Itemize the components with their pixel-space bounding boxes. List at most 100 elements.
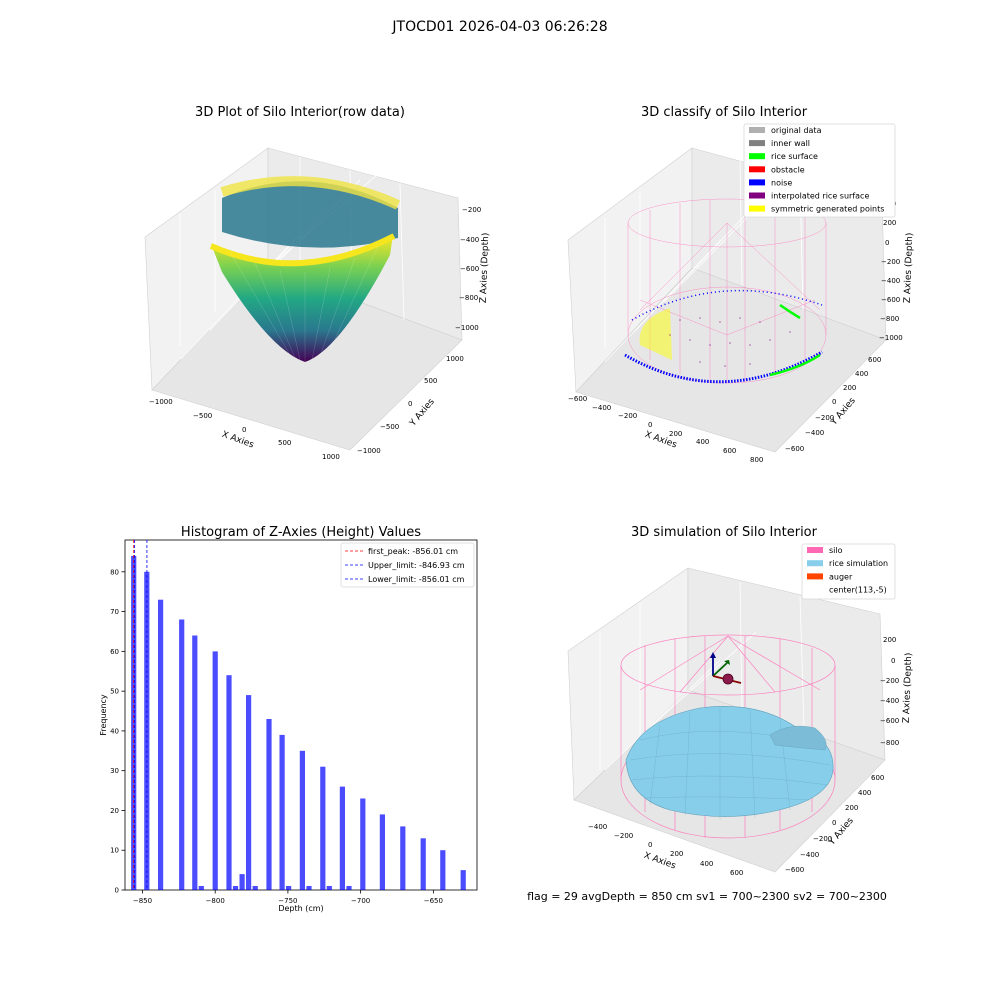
sim-xticks: −400 −200 0 200 400 600 (588, 823, 743, 877)
classify-xtick: 800 (750, 456, 763, 464)
sim-xtick: 0 (648, 841, 652, 849)
classify-ztick: −400 (881, 277, 900, 285)
histogram-bar (158, 599, 164, 890)
figure-suptitle: JTOCD01 2026-04-03 06:26:28 (391, 19, 607, 35)
histogram-ytick-label: 20 (110, 807, 119, 815)
histogram-xaxis-label: Depth (cm) (278, 904, 323, 913)
histogram-bar (460, 870, 466, 890)
raw-ytick: −1000 (357, 447, 381, 455)
raw-yticks: −1000 −500 0 500 1000 (357, 355, 464, 455)
histogram-bar (232, 886, 239, 890)
sim-legend-swatch (807, 573, 823, 580)
raw-ytick: −500 (380, 423, 399, 431)
histogram-xtick-label: −850 (133, 897, 152, 905)
raw-xtick: 500 (278, 439, 291, 447)
classify-xtick: −600 (568, 395, 587, 403)
sim-ytick: 600 (871, 774, 884, 782)
sim-auger (710, 652, 742, 685)
classify-xtick: 400 (696, 438, 709, 446)
raw-ytick: 500 (424, 377, 437, 385)
histogram-bar (400, 826, 406, 890)
histogram-legend-label: first_peak: -856.01 cm (368, 547, 458, 556)
histogram-bar (420, 838, 426, 890)
sim-ytick: −200 (813, 835, 832, 843)
histogram-ytick-label: 50 (110, 688, 119, 696)
histogram-bar (326, 886, 332, 890)
histogram-bar (192, 635, 198, 890)
histogram-bar (252, 886, 258, 890)
sim-rice-mesh (629, 708, 831, 820)
classify-ytick: 200 (843, 384, 856, 392)
sim-ztick: −600 (880, 717, 899, 725)
sim-yticks: −600 −400 −200 0 200 400 600 (785, 774, 884, 874)
sim-xtick: 600 (730, 869, 743, 877)
classify-xtick: 600 (723, 447, 736, 455)
raw-zticks: −200 −400 −600 −800 −1000 (455, 206, 481, 332)
classify-purple-dots (669, 317, 791, 367)
sim-xtick: −200 (614, 832, 633, 840)
histogram-bar (212, 651, 218, 890)
sim-ztick: −400 (880, 697, 899, 705)
panel-raw-title: 3D Plot of Silo Interior(row data) (195, 105, 405, 120)
histogram-bar (320, 766, 326, 890)
histogram-ytick-label: 70 (110, 608, 119, 616)
raw-bowl-inner (222, 181, 398, 248)
histogram-bar (379, 814, 385, 890)
sim-yaxis-label: Y Axies (827, 816, 856, 848)
panel-classify-title: 3D classify of Silo Interior (641, 105, 808, 120)
histogram-title: Histogram of Z-Axies (Height) Values (181, 525, 421, 540)
sim-zaxis-label: Z Axies (Depth) (902, 653, 914, 724)
sim-legend-label: silo (829, 546, 843, 555)
classify-legend-label: interpolated rice surface (771, 192, 869, 201)
classify-xtick: −400 (592, 404, 611, 412)
raw-xtick: 0 (242, 426, 246, 434)
classify-yellow-patch (639, 308, 672, 360)
raw-ytick: 1000 (446, 355, 464, 363)
raw-ztick: −800 (459, 294, 478, 302)
classify-ytick: −600 (785, 445, 804, 453)
classify-legend-label: obstacle (771, 165, 805, 174)
sim-legend-label: center(113,-5) (829, 586, 887, 595)
histogram-bar (299, 750, 305, 890)
raw-xtick: −500 (193, 412, 212, 420)
histogram-xtick-label: −800 (206, 897, 225, 905)
histogram-bar (360, 798, 366, 890)
sim-ztick: 0 (891, 657, 895, 665)
classify-ztick: −800 (880, 315, 899, 323)
classify-ytick: −200 (815, 414, 834, 422)
raw-xtick: 1000 (322, 453, 340, 461)
classify-ytick: 600 (868, 356, 881, 364)
sim-ytick: 200 (845, 804, 858, 812)
raw-xtick: −1000 (149, 398, 173, 406)
histogram-legend-label: Upper_limit: -846.93 cm (368, 561, 465, 570)
raw-ztick: −200 (462, 206, 481, 214)
classify-legend-swatch (749, 140, 765, 147)
sim-legend-swatch (807, 547, 823, 553)
classify-xtick: −200 (618, 412, 637, 420)
raw-bowl-meridians (229, 245, 379, 362)
histogram-legend-frame (340, 542, 475, 588)
classify-legend-swatch (749, 205, 765, 212)
raw-ztick: −600 (460, 265, 479, 273)
sim-ytick: −400 (800, 851, 819, 859)
histogram-bar (226, 675, 232, 890)
histogram-bar (440, 850, 446, 890)
histogram-ytick-label: 0 (115, 887, 119, 895)
sim-auger-center (722, 673, 734, 685)
sim-ytick: 400 (858, 789, 871, 797)
classify-ztick: −1000 (879, 334, 903, 342)
classify-legend-swatch (749, 166, 765, 173)
classify-legend-swatch (749, 127, 765, 133)
sim-rice-bump (769, 725, 827, 751)
simulation-title: 3D simulation of Silo Interior (631, 525, 818, 540)
sim-legend-frame (801, 543, 896, 600)
histogram-bar (279, 734, 285, 890)
classify-legend-swatch (749, 179, 765, 186)
sim-legend-label: rice simulation (829, 559, 888, 568)
histogram-ytick-label: 30 (110, 767, 119, 775)
histogram-xtick-label: −650 (424, 897, 443, 905)
classify-ztick: 200 (883, 219, 896, 227)
histogram-legend-label: Lower_limit: -856.01 cm (368, 575, 465, 584)
sim-xtick: 200 (670, 850, 683, 858)
